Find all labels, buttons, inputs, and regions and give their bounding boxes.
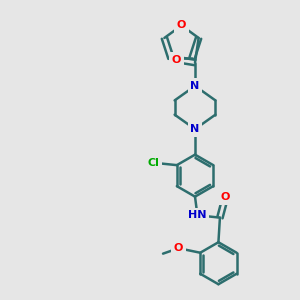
Text: O: O bbox=[172, 55, 181, 64]
Text: HN: HN bbox=[188, 210, 207, 220]
Text: O: O bbox=[220, 192, 230, 202]
Text: O: O bbox=[174, 243, 183, 253]
Text: Cl: Cl bbox=[148, 158, 159, 168]
Text: N: N bbox=[190, 81, 200, 91]
Text: N: N bbox=[190, 124, 200, 134]
Text: O: O bbox=[177, 20, 186, 31]
